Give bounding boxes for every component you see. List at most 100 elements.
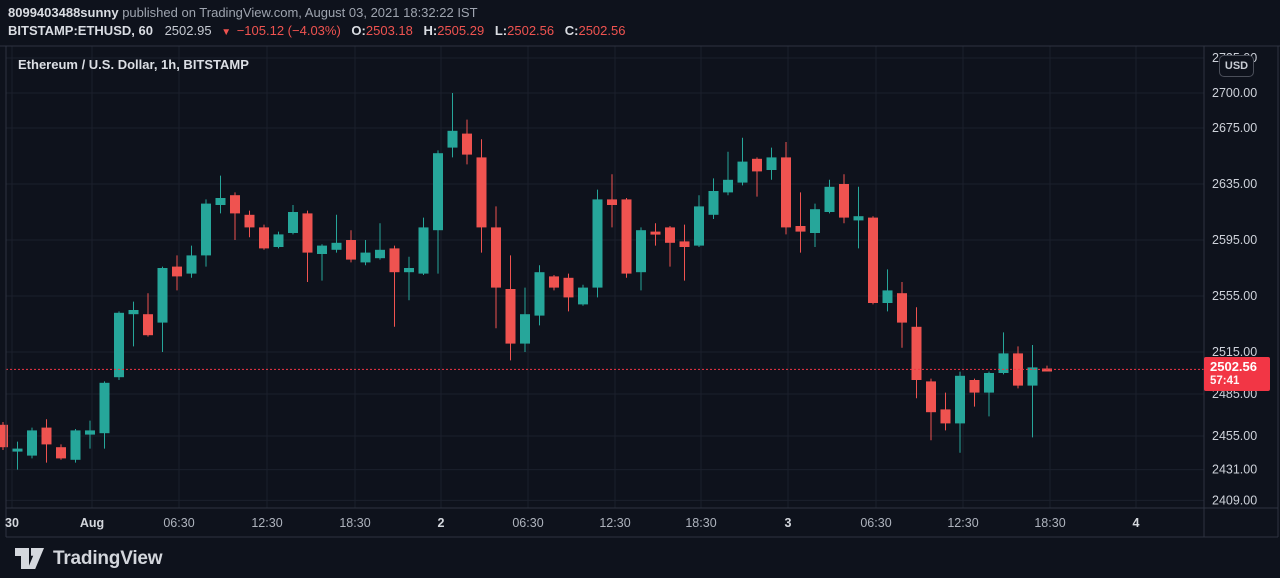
candle-body [853,216,864,221]
candle-body [360,252,371,263]
candle-body [940,409,951,424]
legend-symbol[interactable]: BITSTAMP:ETHUSD, 60 [8,23,153,38]
tradingview-wordmark: TradingView [53,548,163,569]
time-tick-label: 30 [5,516,19,530]
time-tick-label: 18:30 [1034,516,1065,530]
candle-body [1027,367,1038,386]
candle-body [897,293,907,323]
candle-body [157,268,168,323]
candle-body [1042,368,1052,372]
candle-body [346,240,356,260]
price-tick-label: 2431.00 [1212,463,1257,477]
time-tick-label: 18:30 [339,516,370,530]
candle-body [969,380,980,393]
candle-body [201,203,211,256]
price-tick-label: 2455.00 [1212,429,1257,443]
time-tick-label: 4 [1133,516,1140,530]
candle-body [998,353,1009,373]
bar-close-countdown: 57:41 [1210,375,1240,387]
candle-body [723,179,733,193]
candle-body [824,186,835,212]
legend-close-label: C: [564,23,579,38]
last-price-value: 2502.56 [1210,359,1257,374]
candle-body [447,130,458,148]
price-tick-label: 2675.00 [1212,121,1257,135]
legend-low-label: L: [494,23,508,38]
time-tick-label: 12:30 [251,516,282,530]
candle-body [56,447,66,459]
time-tick-label: 18:30 [685,516,716,530]
candle-body [476,157,487,228]
symbol-legend: BITSTAMP:ETHUSD, 60 2502.95 ▼ −105.12 (−… [8,23,625,38]
candle-body [215,198,226,205]
legend-open-label: O: [351,23,366,38]
candle-body [27,430,37,456]
price-tick-label: 2515.00 [1212,345,1257,359]
candle-body [955,375,965,424]
candle-body [462,133,472,155]
time-tick-label: 12:30 [947,516,978,530]
candle-body [418,227,429,274]
candle-body [302,213,313,253]
candle-body [433,153,443,231]
candle-body [549,276,559,288]
candle-body [752,158,762,172]
price-tick-label: 2595.00 [1212,233,1257,247]
tradingview-logo[interactable]: TradingView [14,547,163,571]
time-tick-label: 12:30 [599,516,630,530]
candle-body [491,227,501,288]
legend-low-value: 2502.56 [507,23,555,38]
candle-body [679,241,690,247]
time-tick-label: Aug [80,516,104,530]
candle-body [128,310,139,315]
candle-body [708,191,719,215]
candle-body [317,245,327,254]
candle-body [375,249,385,259]
candle-body [520,314,530,344]
candle-body [273,234,284,247]
candle-body [650,231,661,235]
candle-body [694,206,704,246]
candle-body [331,242,342,250]
candle-body [172,266,182,277]
candle-body [70,430,81,460]
candle-body [621,199,632,274]
time-tick-label: 06:30 [163,516,194,530]
candle-body [911,326,922,380]
legend-change: −105.12 (−4.03%) [236,23,341,38]
candle-body [810,209,820,233]
candle-body [114,312,124,378]
candle-body [12,448,23,452]
candle-body [737,161,748,183]
price-tick-label: 2635.00 [1212,177,1257,191]
byline-text: published on TradingView.com, August 03,… [118,5,478,20]
candle-body [230,195,240,214]
candle-body [186,255,197,274]
last-price-label: 2502.56 57:41 [1204,357,1270,391]
legend-open-value: 2503.18 [365,23,413,38]
candle-body [868,217,878,303]
candle-body [259,227,269,249]
currency-toggle-button[interactable]: USD [1219,55,1254,77]
candle-body [795,226,806,232]
price-down-arrow-icon: ▼ [221,27,232,38]
candle-body [404,268,414,273]
candle-body [839,184,849,218]
legend-high-value: 2505.29 [437,23,485,38]
publisher-username: 8099403488sunny [8,5,119,20]
candle-body [926,381,936,413]
time-tick-label: 2 [438,516,445,530]
candle-body [563,277,574,298]
price-tick-label: 2555.00 [1212,289,1257,303]
candle-body [592,199,603,288]
candle-body [0,424,8,448]
candle-body [766,157,777,170]
candle-body [389,248,400,273]
candle-body [99,382,110,434]
time-tick-label: 06:30 [512,516,543,530]
candle-body [607,199,617,205]
time-tick-label: 06:30 [860,516,891,530]
